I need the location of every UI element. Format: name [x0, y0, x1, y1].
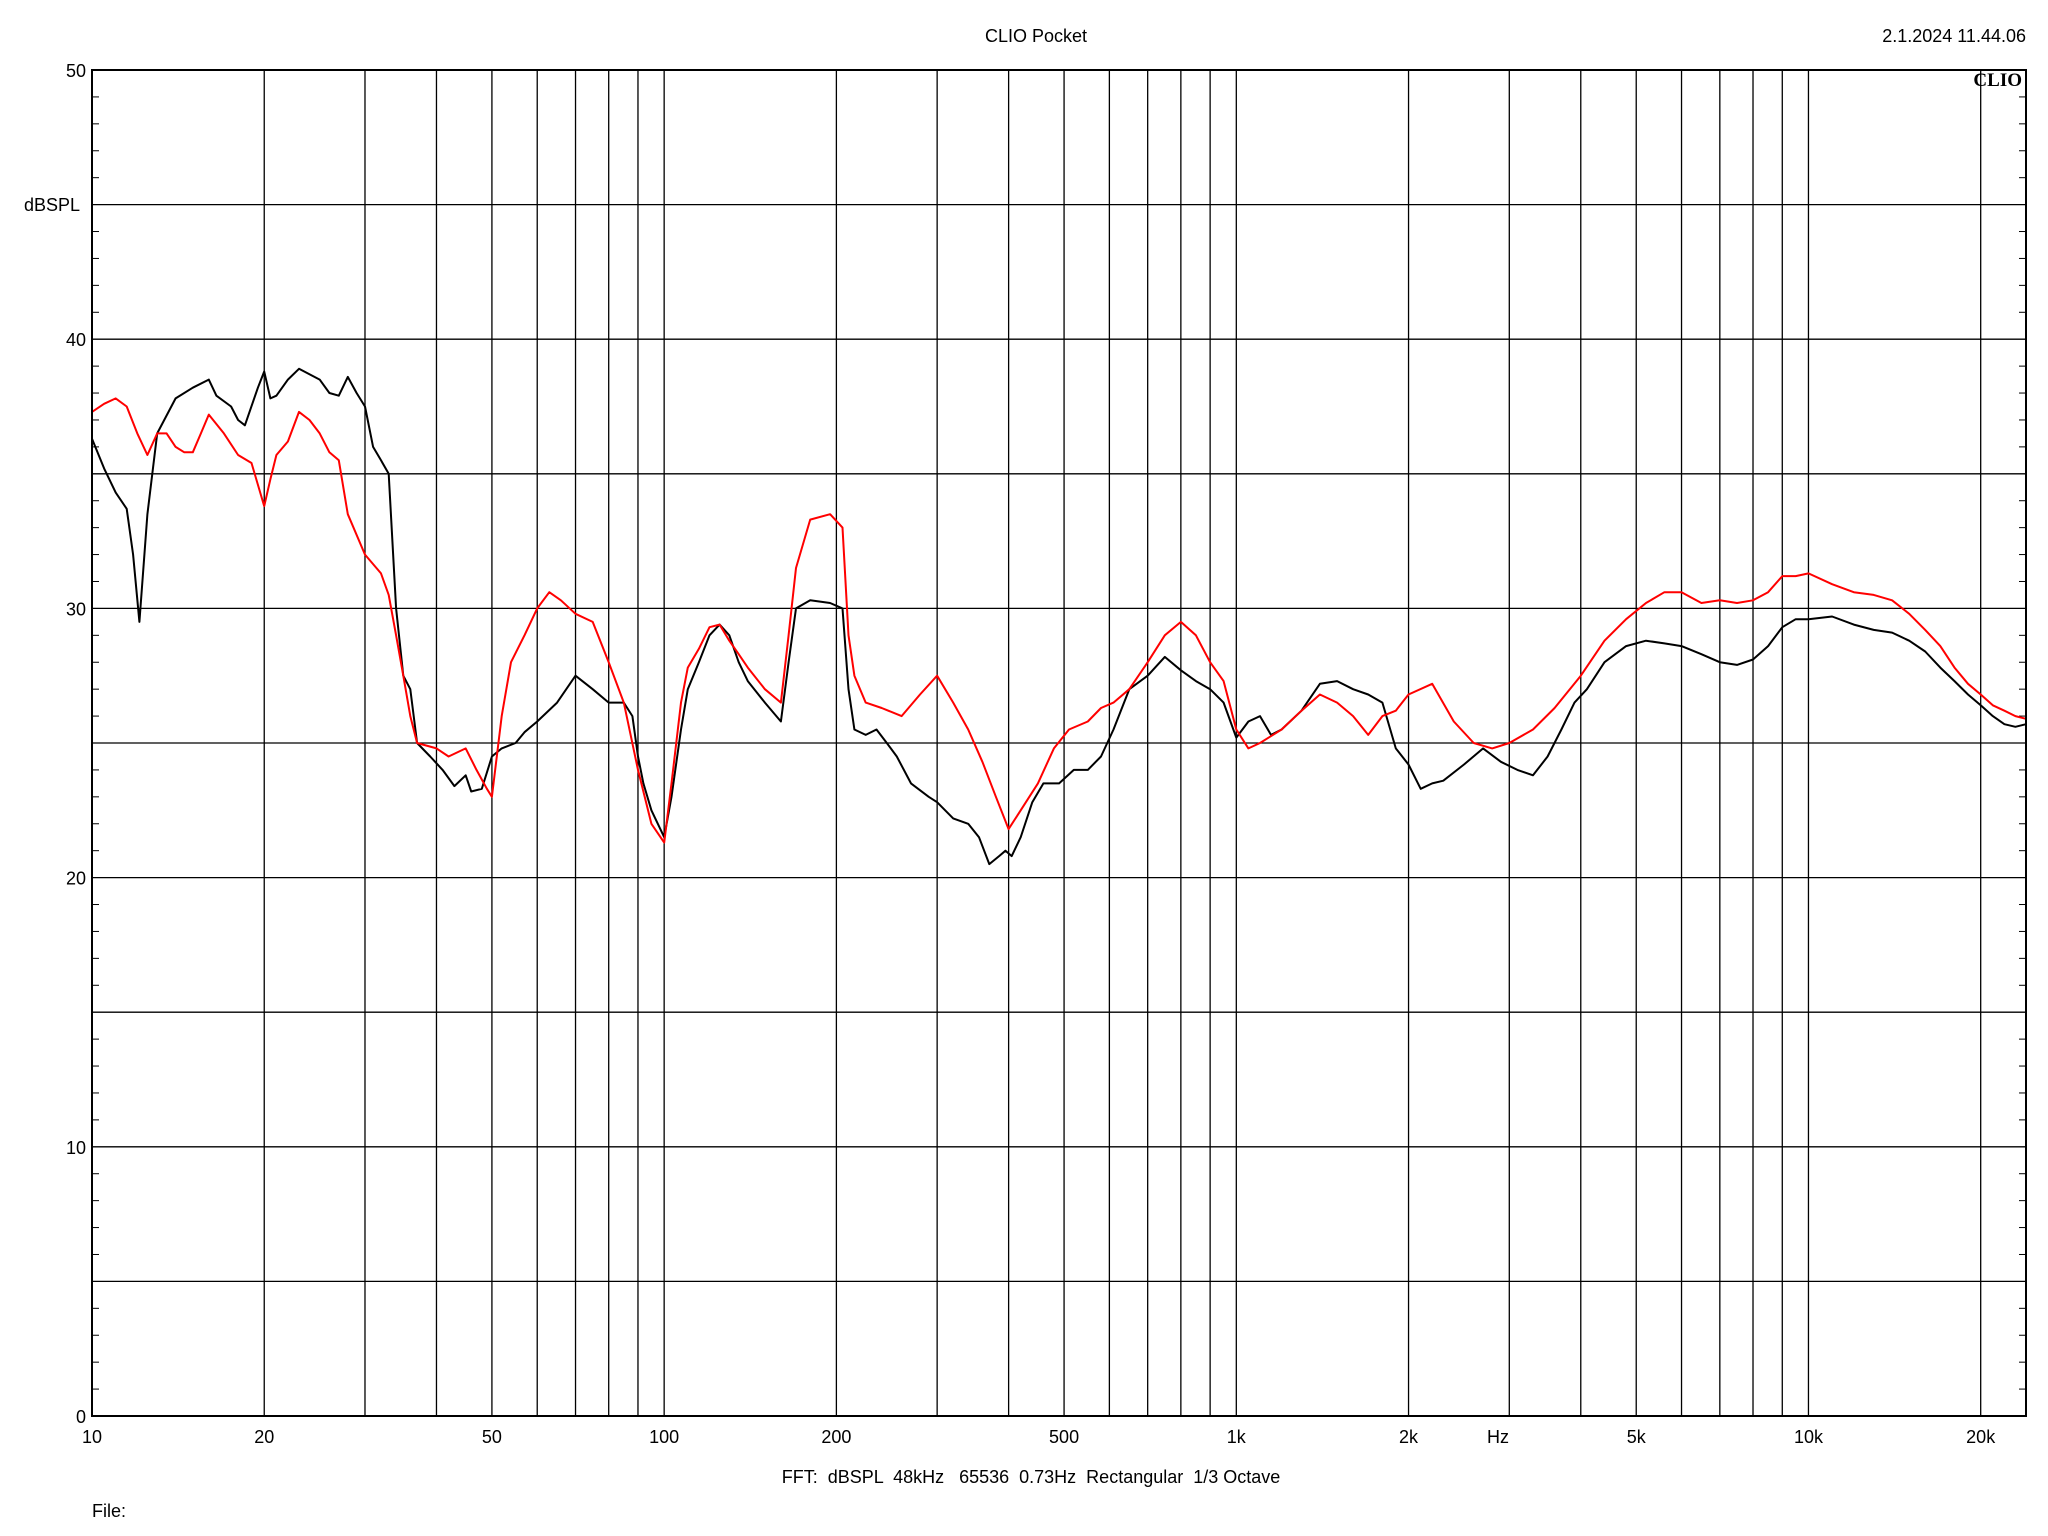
y-tick-label: 20 — [66, 869, 86, 889]
clio-logo: CLIO — [1973, 70, 2022, 91]
x-tick-label: 200 — [821, 1427, 851, 1447]
x-tick-labels: 10 20 50 100 200 500 1k 2k 5k 10k 20k — [82, 1427, 1996, 1447]
plot-frame — [91, 69, 2027, 1417]
chart-title: CLIO Pocket — [985, 26, 1087, 46]
data-series — [91, 367, 2027, 866]
x-tick-label: 1k — [1227, 1427, 1247, 1447]
x-tick-label: 5k — [1627, 1427, 1647, 1447]
x-tick-label: 100 — [649, 1427, 679, 1447]
axis-ticks — [92, 96, 2026, 1390]
file-label: File: — [92, 1501, 126, 1521]
x-tick-label: 20k — [1966, 1427, 1996, 1447]
timestamp: 2.1.2024 11.44.06 — [1882, 26, 2026, 46]
series-line-1 — [91, 367, 2027, 866]
y-tick-labels: 0 10 20 30 40 50 — [66, 61, 86, 1427]
grid — [92, 70, 2026, 1416]
x-tick-label: 20 — [254, 1427, 274, 1447]
fft-settings: FFT: dBSPL 48kHz 65536 0.73Hz Rectangula… — [782, 1467, 1281, 1487]
x-tick-label: 500 — [1049, 1427, 1079, 1447]
x-axis-label: Hz — [1487, 1427, 1509, 1447]
x-tick-label: 10k — [1794, 1427, 1824, 1447]
y-tick-label: 50 — [66, 61, 86, 81]
series-line-2 — [91, 397, 2027, 844]
y-axis-label: dBSPL — [24, 195, 80, 215]
y-tick-label: 0 — [76, 1407, 86, 1427]
x-tick-label: 10 — [82, 1427, 102, 1447]
y-tick-label: 30 — [66, 599, 86, 619]
x-tick-label: 50 — [482, 1427, 502, 1447]
y-tick-label: 10 — [66, 1138, 86, 1158]
x-tick-label: 2k — [1399, 1427, 1419, 1447]
y-tick-label: 40 — [66, 330, 86, 350]
